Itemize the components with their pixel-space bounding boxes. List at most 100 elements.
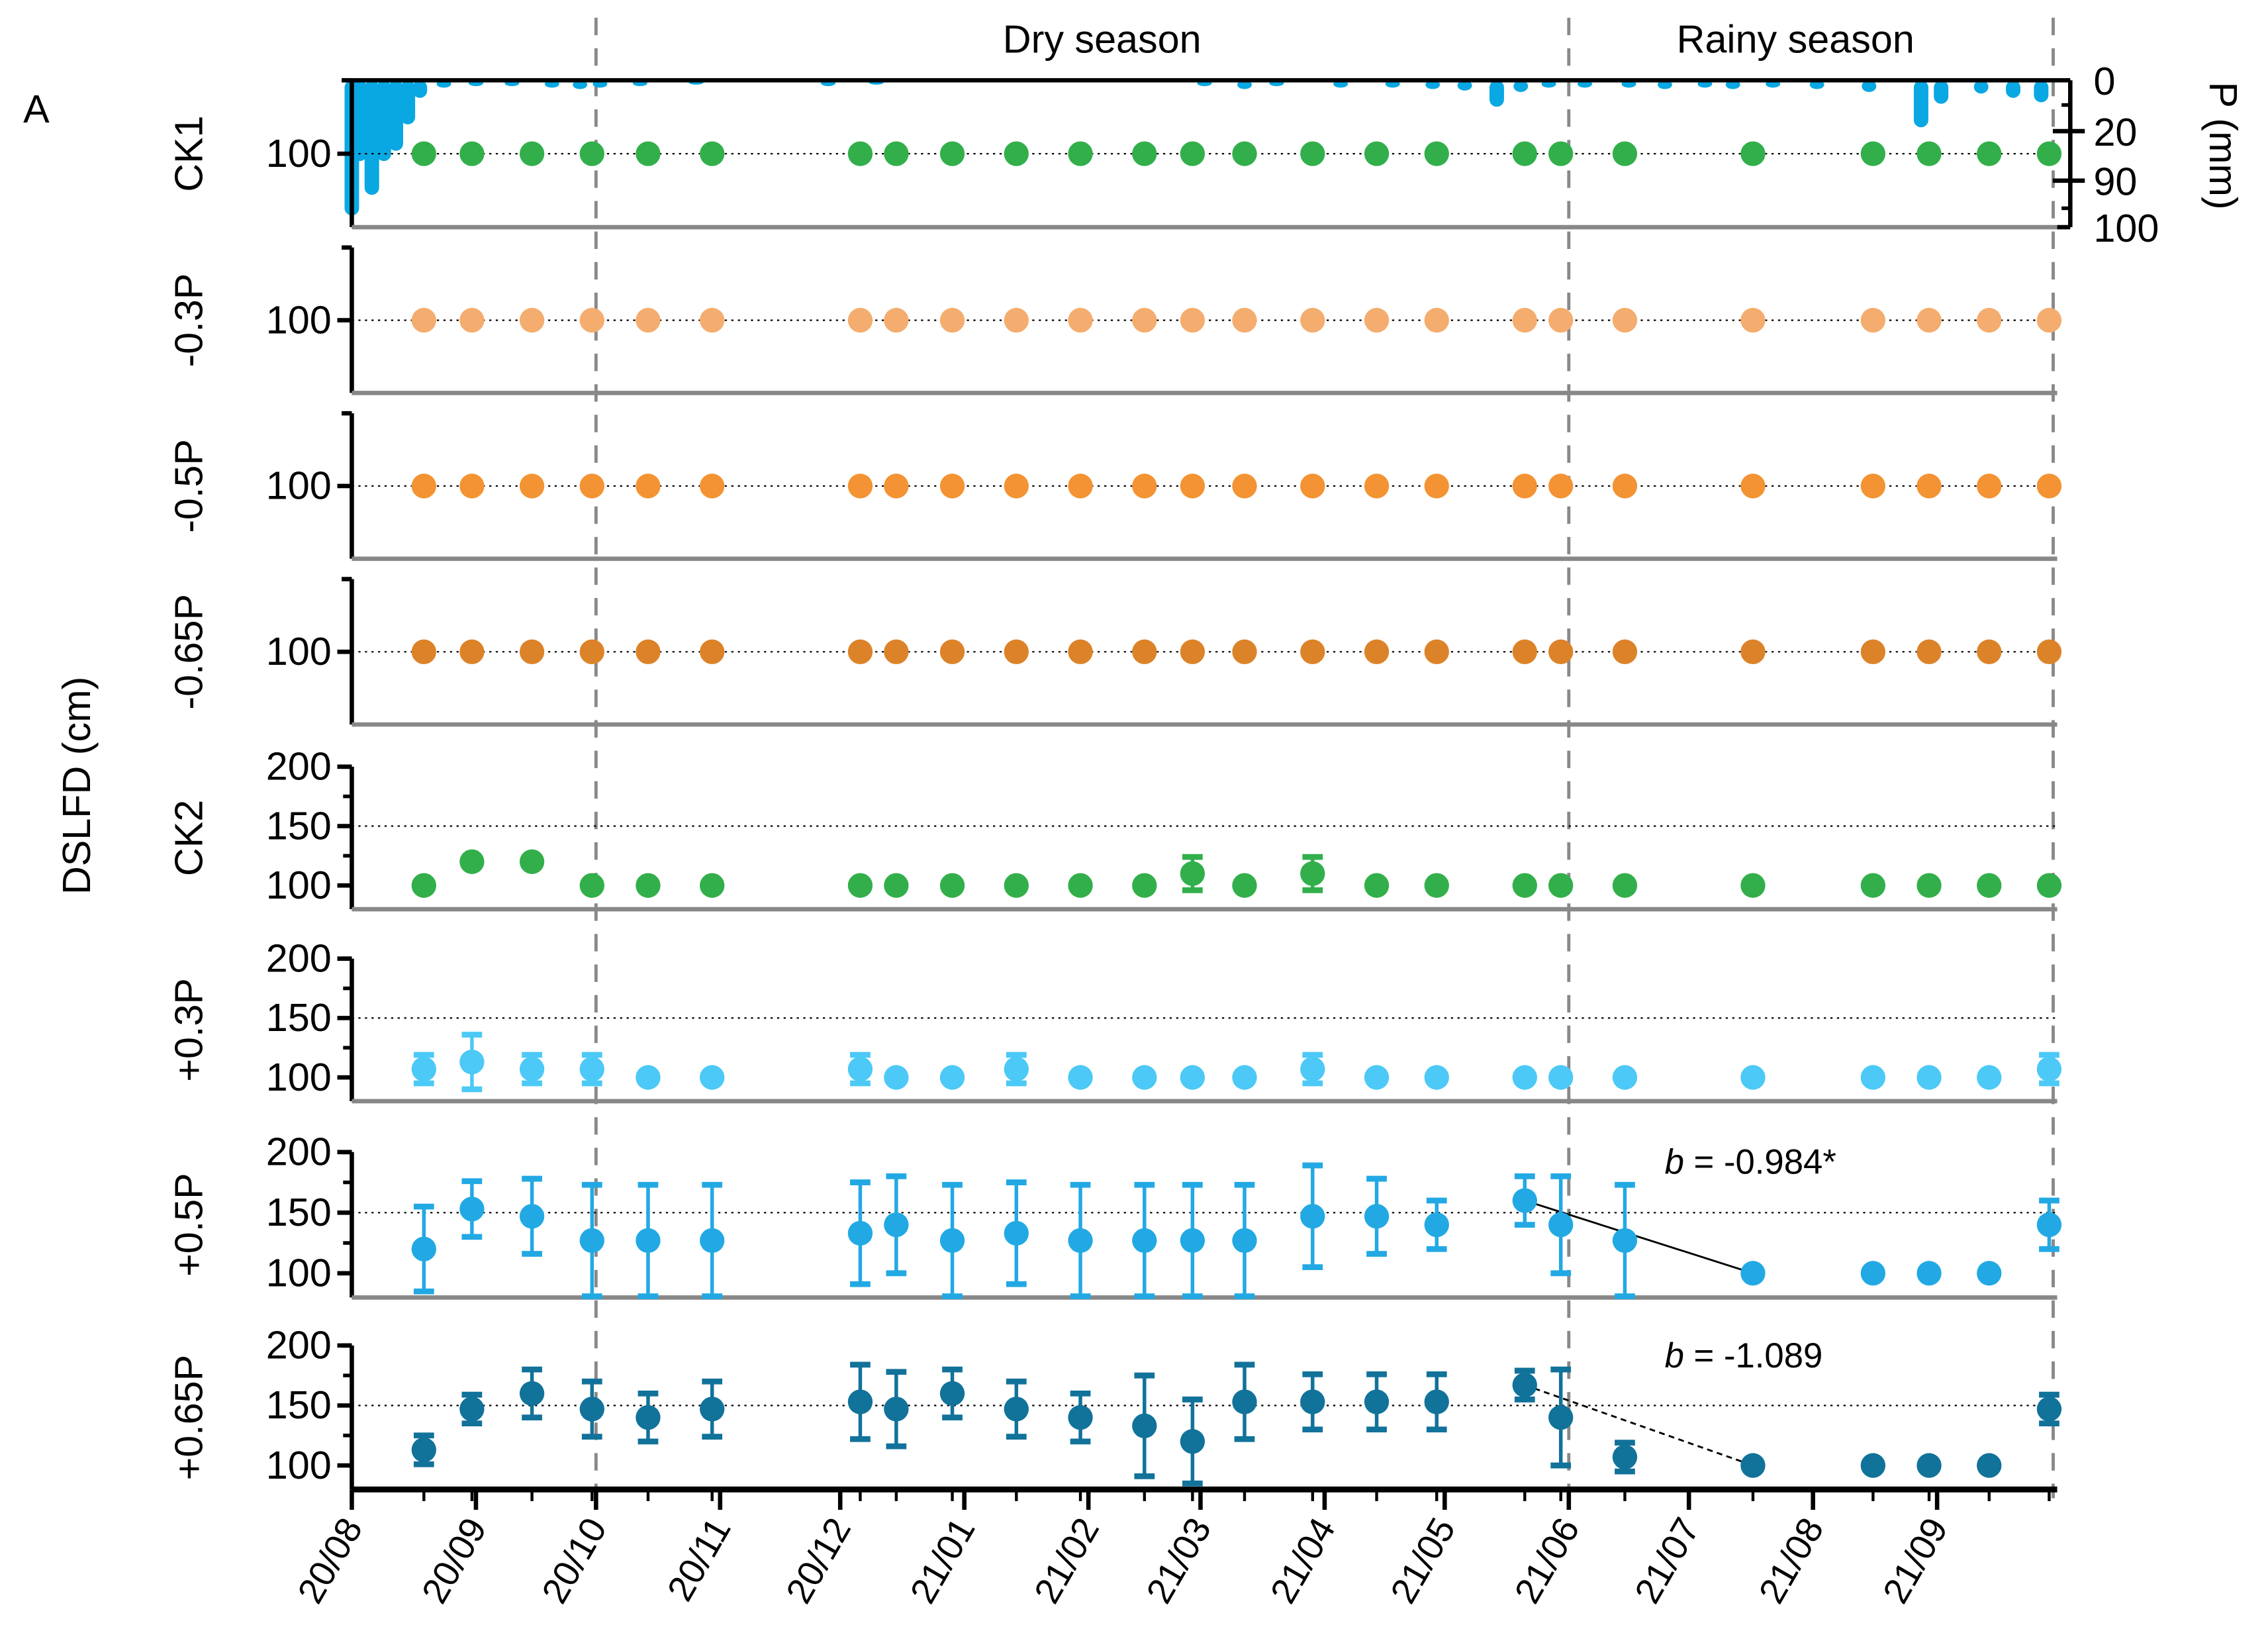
precip-bar [1457,80,1472,91]
data-point [1512,1373,1537,1398]
precip-bar [412,80,428,98]
data-point [700,1397,725,1422]
y-tick-label: 150 [266,1383,332,1427]
panel-label: CK1 [166,115,211,191]
data-point [1860,307,1886,333]
data-point [1548,473,1574,499]
data-point [700,639,725,664]
data-point [847,1220,873,1246]
data-point [1612,1065,1638,1090]
data-point [411,307,436,333]
figure-panel-label: A [23,87,50,131]
data-point [1612,141,1638,166]
data-point [1180,473,1205,499]
data-point [411,1236,436,1261]
data-point [1300,861,1325,886]
data-point [1232,873,1257,898]
data-point [884,307,909,333]
regression-slope-symbol: b [1665,1336,1684,1375]
data-point [1612,1228,1638,1254]
data-point [1548,307,1574,333]
y-tick-label: 100 [266,1251,332,1295]
data-point [939,1065,965,1090]
regression-slope-symbol: b [1665,1143,1684,1182]
x-tick-label: 20/09 [414,1510,495,1610]
data-point [636,307,661,333]
precip-bar [1913,80,1928,128]
data-point [1860,1453,1886,1478]
data-point [1612,639,1638,664]
data-point [1977,1453,2002,1478]
data-point [2036,1056,2062,1082]
data-point [884,141,909,166]
data-point [884,473,909,499]
data-point [459,473,485,499]
data-point [1004,1056,1029,1082]
data-point [1068,873,1093,898]
data-point [1512,639,1537,664]
data-point [1916,1453,1942,1478]
data-point [1300,1389,1325,1414]
y-tick-label: 100 [266,131,332,175]
data-point [1364,873,1390,898]
x-tick-label: 21/04 [1262,1510,1343,1610]
panel-03p: 100 150 200 +0.3P [166,936,2062,1104]
data-point [939,473,965,499]
data-point [1004,473,1029,499]
data-point [1068,639,1093,664]
y-axis-title: DSLFD (cm) [54,677,99,895]
data-point [700,1228,725,1254]
right-axis-tick-label: 20 [2093,110,2137,154]
data-point [1740,307,1766,333]
data-point [519,473,545,499]
data-point [1740,473,1766,499]
data-point [1424,639,1449,664]
data-point [459,849,485,874]
regression-annotation: b = -1.089 [1665,1336,1823,1375]
data-point [1424,873,1449,898]
y-tick-label: 100 [266,297,332,342]
data-point [1132,307,1157,333]
data-point [1512,873,1537,898]
precip-bar [364,80,379,195]
data-point [636,1228,661,1254]
data-point [1548,1404,1574,1430]
data-point [1004,141,1029,166]
right-axis-tick-label: 100 [2093,206,2159,250]
data-point [1232,473,1257,499]
data-point [1977,307,2002,333]
data-point [1977,639,2002,664]
data-point [1916,873,1942,898]
data-point [2036,639,2062,664]
data-point [1512,141,1537,166]
data-point [459,1050,485,1075]
data-point [411,639,436,664]
data-point [1740,141,1766,166]
x-tick-label: 21/03 [1138,1510,1219,1610]
x-tick-label: 21/01 [902,1510,982,1610]
data-point [1180,307,1205,333]
precip-bar [573,80,588,89]
regression-slope-value: = -0.984* [1684,1143,1836,1182]
y-tick-label: 200 [266,1323,332,1367]
data-point [1132,141,1157,166]
panel-05p: 100 150 200 +0.5P b = -0.984* [166,1130,2062,1300]
data-point [1300,473,1325,499]
data-point [1132,873,1157,898]
data-point [1004,639,1029,664]
y-tick-label: 100 [266,464,332,508]
data-point [636,1065,661,1090]
x-tick-label: 20/12 [778,1510,859,1610]
data-point [2036,307,2062,333]
data-point [636,873,661,898]
data-point [1300,1204,1325,1229]
panel-label: +0.3P [166,978,211,1082]
data-point [579,141,604,166]
data-point [1180,1228,1205,1254]
data-point [1612,873,1638,898]
data-point [1364,1065,1390,1090]
x-tick-label: 21/09 [1875,1510,1956,1610]
data-point [1977,1065,2002,1090]
panel-label: -0.3P [166,273,211,368]
data-point [1916,639,1942,664]
